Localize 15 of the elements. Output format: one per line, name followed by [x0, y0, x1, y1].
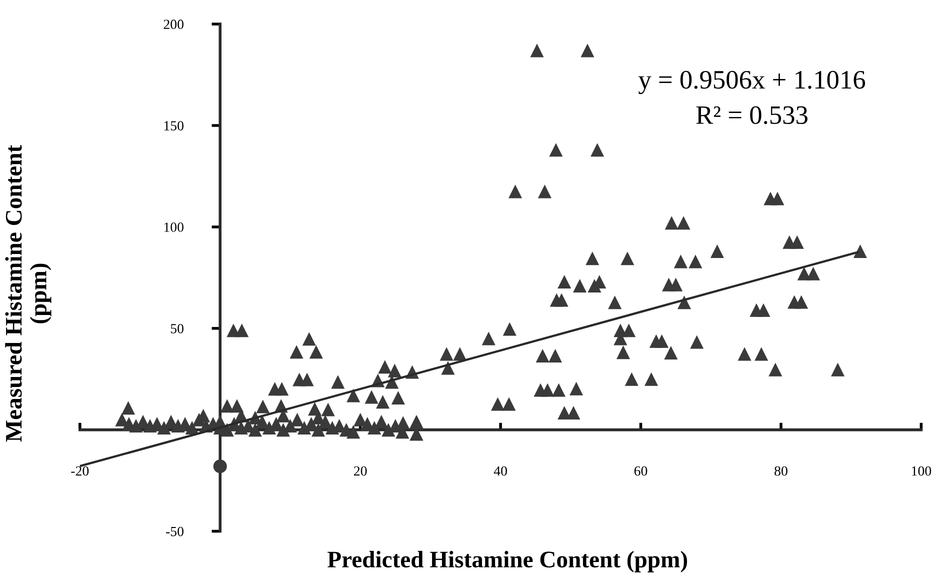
annotation: y = 0.9506x + 1.1016: [638, 70, 866, 94]
y-tick-label: 100: [164, 222, 184, 232]
x-tick-label: 20: [354, 466, 367, 476]
x-tick-label: 80: [774, 466, 788, 476]
x-tick-label: 100: [912, 466, 932, 476]
y-tick-label: 50: [170, 324, 184, 334]
x-tick-label: 40: [494, 466, 507, 476]
y-tick-label: -50: [166, 526, 184, 536]
y-axis-title: Measured Histamine Content (ppm): [5, 144, 52, 442]
annotation: R² = 0.533: [696, 106, 808, 124]
y-tick-label: 150: [164, 121, 184, 130]
x-tick-label: -20: [71, 466, 89, 476]
x-tick-label: 60: [634, 466, 648, 476]
y-tick-label: 200: [164, 20, 184, 30]
x-axis-title: Predicted Histamine Content (ppm): [328, 550, 688, 572]
